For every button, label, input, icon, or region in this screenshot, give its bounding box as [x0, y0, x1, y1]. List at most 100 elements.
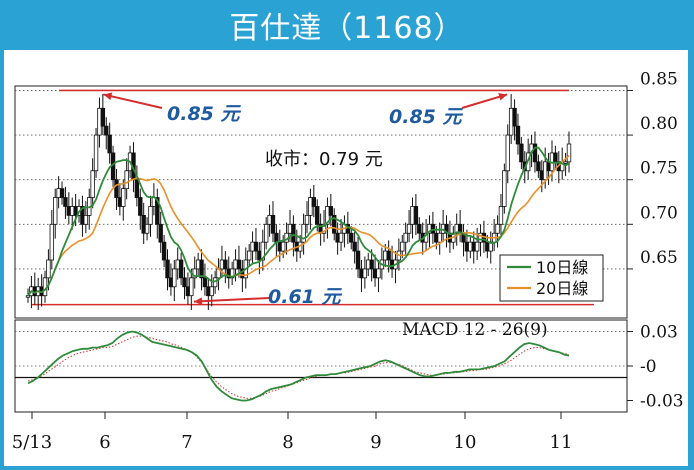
x-axis-month-label: 7 — [181, 432, 192, 453]
macd-label: MACD 12 - 26(9) — [402, 320, 548, 340]
candle-body — [148, 206, 153, 225]
candle-body — [566, 143, 572, 163]
price-y-tick-label: 0.80 — [640, 114, 678, 134]
candle-body — [114, 179, 119, 198]
x-axis-month-label: 5/13 — [12, 432, 52, 453]
candle-body — [165, 259, 170, 279]
candle-body — [192, 268, 197, 279]
candle-body — [161, 241, 167, 261]
close-price-label: 收市：0.79 元 — [265, 149, 383, 170]
candle-body — [212, 277, 218, 288]
candle-body — [386, 250, 391, 261]
legend-label: 20日線 — [536, 279, 588, 298]
macd-signal-line — [27, 335, 570, 399]
candle-body — [158, 223, 163, 243]
candle-body — [315, 206, 320, 225]
candle-body — [246, 250, 252, 261]
candle-body — [519, 143, 524, 163]
candle-body — [172, 268, 177, 288]
candle-body — [400, 241, 405, 252]
x-axis-month-label: 6 — [99, 432, 110, 453]
high-arrow-right-head — [498, 93, 508, 101]
candle-body — [563, 161, 568, 164]
candle-body — [553, 152, 558, 163]
candle-body — [437, 232, 442, 243]
candle-body — [93, 134, 99, 172]
candle-body — [107, 134, 112, 154]
x-axis-month-label: 11 — [550, 432, 573, 453]
x-axis-month-label: 8 — [282, 432, 293, 453]
candle-body — [474, 241, 480, 252]
candle-body — [121, 188, 126, 207]
candle-body — [53, 197, 58, 225]
candle-body — [104, 125, 109, 136]
candle-body — [178, 259, 184, 279]
candle-body — [301, 223, 306, 243]
candle-body — [403, 232, 408, 243]
candle-body — [512, 107, 517, 127]
high-arrow-left-head — [103, 92, 113, 101]
candle-body — [90, 170, 95, 198]
low-arrow — [193, 297, 270, 303]
candle-body — [338, 232, 344, 243]
ma20-line — [27, 155, 570, 297]
candle-body — [532, 143, 538, 163]
candle-body — [349, 232, 354, 243]
candle-body — [369, 259, 374, 270]
candle-body — [223, 259, 228, 270]
candle-body — [59, 188, 65, 198]
price-y-tick-label: 0.65 — [640, 248, 678, 268]
candle-body — [291, 223, 296, 243]
price-y-tick-label: 0.70 — [640, 203, 678, 223]
candle-body — [304, 214, 310, 225]
candle-body — [63, 197, 68, 207]
candle-body — [413, 206, 419, 225]
candle-body — [270, 214, 276, 234]
legend-label: 10日線 — [536, 258, 588, 277]
candle-body — [280, 241, 286, 252]
candle-body — [352, 241, 357, 252]
low-annotation-label: 0.61 元 — [268, 286, 342, 308]
high-annotation-label: 0.85 元 — [167, 103, 241, 125]
x-axis-month-label: 9 — [370, 432, 381, 453]
candle-body — [406, 223, 412, 234]
candle-body — [144, 223, 150, 234]
candle-body — [209, 286, 214, 297]
candle-body — [83, 214, 89, 225]
high-annotation-label: 0.85 元 — [389, 106, 463, 128]
candle-body — [236, 259, 242, 270]
macd-y-tick-label: 0.03 — [640, 323, 678, 343]
price-plot-border — [14, 85, 628, 319]
candle-body — [536, 161, 541, 172]
candle-body — [182, 277, 187, 288]
candle-body — [505, 134, 510, 172]
candle-body — [355, 250, 361, 270]
candle-body — [124, 170, 129, 190]
candle-body — [189, 277, 194, 297]
candle-body — [263, 223, 269, 243]
candle-body — [417, 223, 422, 234]
candle-body — [49, 223, 55, 261]
candle-body — [321, 223, 327, 234]
high-arrow-left — [103, 93, 163, 109]
candle-body — [498, 206, 504, 225]
candle-body — [134, 179, 140, 198]
candle-body — [515, 125, 521, 145]
legend: 10日線 20日線 — [499, 254, 604, 302]
candle-body — [430, 223, 436, 234]
chart-panel: 0.85 0.80 0.75 0.70 0.65 0.85 元 0.85 元 0.61 元 收市… — [4, 50, 688, 466]
chart-title: 百仕達（1168） — [229, 11, 465, 46]
candle-body — [155, 197, 160, 225]
candle-body — [260, 241, 265, 261]
price-and-macd-chart: 0.85 0.80 0.75 0.70 0.65 0.85 元 0.85 元 0.61 元 收市… — [12, 69, 684, 453]
ma10-line — [27, 146, 570, 297]
low-arrow-head — [193, 297, 203, 306]
price-y-tick-label: 0.85 — [640, 69, 678, 89]
candle-body — [332, 214, 337, 234]
candle-body — [362, 268, 368, 279]
price-y-tick-label: 0.75 — [640, 159, 678, 179]
candle-body — [199, 259, 204, 279]
candle-body — [46, 259, 51, 279]
candle-body — [328, 206, 334, 216]
candle-body — [100, 107, 106, 127]
